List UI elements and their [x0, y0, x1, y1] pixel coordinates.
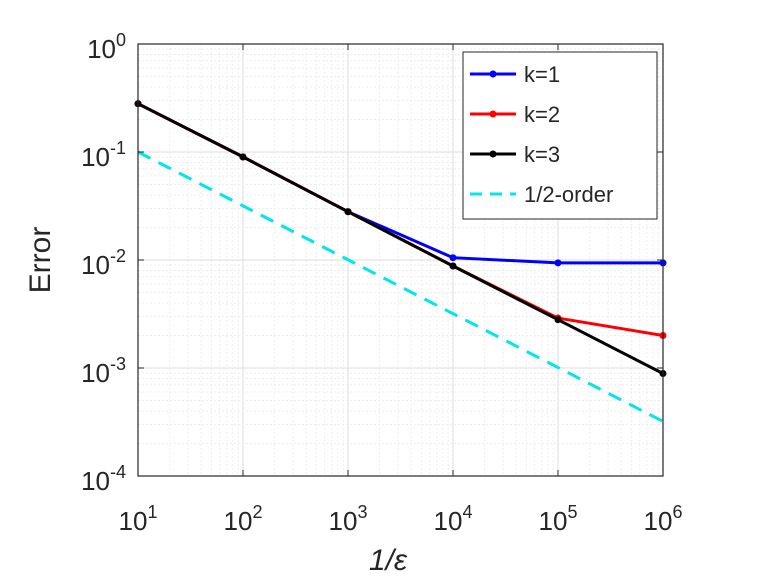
x-tick-label: 101	[119, 502, 158, 536]
data-point-k=1	[554, 259, 562, 267]
x-tick-label: 103	[329, 502, 368, 536]
series-layer	[134, 100, 667, 423]
data-point-k=3	[239, 153, 247, 161]
legend-marker-k=1	[489, 70, 497, 78]
data-point-k=3	[344, 208, 352, 216]
data-point-k=1	[449, 254, 457, 262]
series-line-k=3	[137, 102, 664, 375]
y-tick-label: 10-1	[81, 138, 126, 172]
legend-marker-k=3	[489, 150, 497, 158]
legend-label: 1/2-order	[524, 182, 613, 207]
x-tick-label: 106	[644, 502, 683, 536]
legend-box	[462, 51, 658, 220]
y-tick-label: 10-3	[81, 354, 126, 388]
legend-marker-k=2	[489, 110, 497, 118]
legend: k=1 k=2 k=3 1/2-order	[462, 51, 658, 220]
x-tick-label: 105	[539, 502, 578, 536]
series-line-1/2-order	[137, 150, 664, 423]
y-tick-label: 10-2	[81, 246, 126, 280]
x-tick-labels: 101 102 103 104 105 106	[119, 502, 683, 536]
data-point-k=3	[449, 262, 457, 270]
data-point-k=3	[554, 316, 562, 324]
legend-label: k=3	[524, 142, 560, 167]
y-tick-label: 10-4	[81, 462, 126, 496]
x-tick-label: 102	[224, 502, 263, 536]
y-tick-labels: 10-4 10-3 10-2 10-1 100	[81, 30, 126, 496]
legend-label: k=2	[524, 102, 560, 127]
y-axis-label: Error	[24, 227, 57, 294]
x-tick-label: 104	[434, 502, 473, 536]
x-axis-label: 1/ε	[369, 544, 408, 577]
legend-label: k=1	[524, 62, 560, 87]
tick-marks	[137, 43, 664, 477]
y-tick-label: 100	[87, 30, 126, 64]
